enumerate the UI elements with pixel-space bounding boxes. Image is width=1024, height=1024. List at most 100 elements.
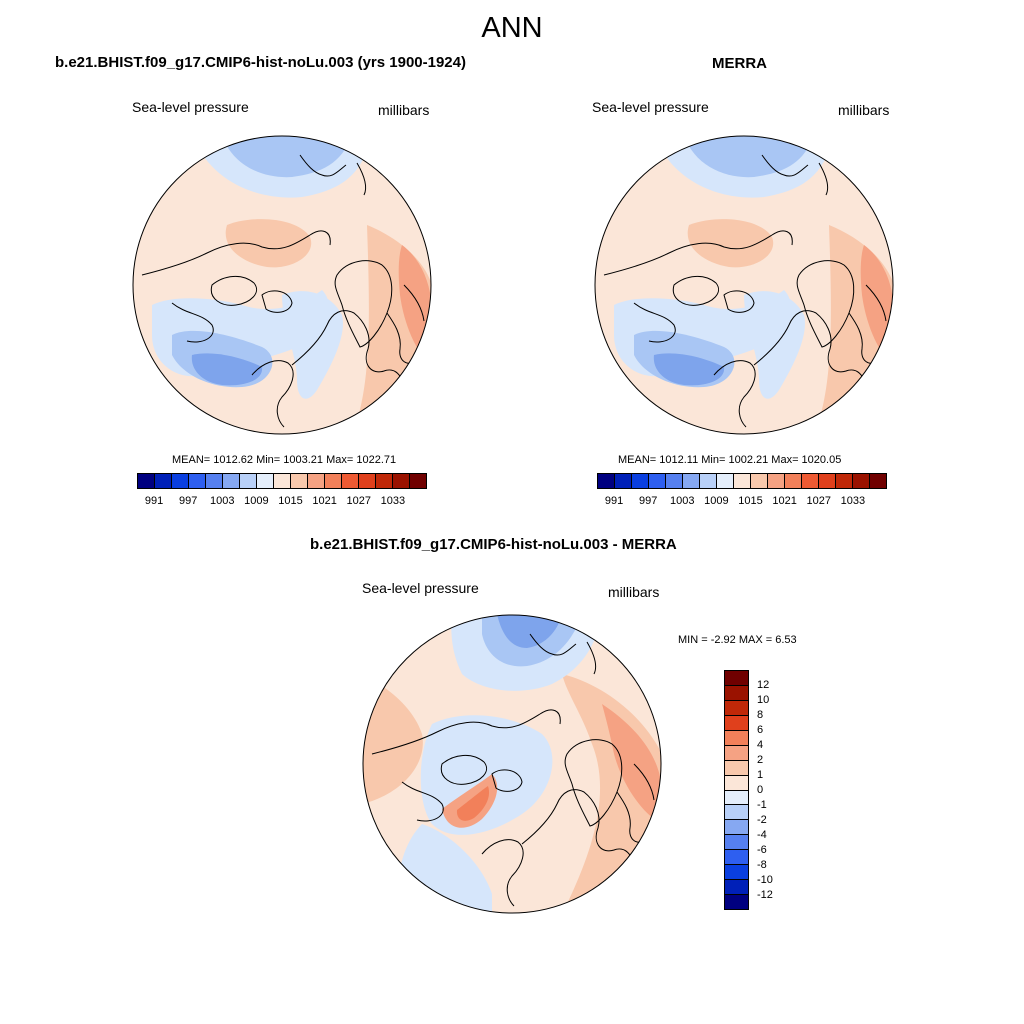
- colorbar-tick-label: -10: [757, 874, 773, 886]
- canadian-archipelago-coastline: [440, 755, 523, 792]
- panel2-units: millibars: [838, 102, 890, 118]
- panel3-colorbar: [724, 670, 749, 910]
- siberia-coastline: [753, 310, 865, 390]
- siberia-coastline: [521, 789, 633, 869]
- colorbar-swatch: [274, 474, 291, 488]
- colorbar-tick-label: -12: [757, 889, 773, 901]
- colorbar-swatch: [870, 474, 886, 488]
- colorbar-tick-label: 0: [757, 784, 764, 796]
- colorbar-tick-label: 6: [757, 724, 764, 736]
- colorbar-tick-label: -6: [757, 844, 767, 856]
- panel2-stats: MEAN= 1012.11 Min= 1002.21 Max= 1020.05: [618, 454, 842, 466]
- colorbar-swatch: [189, 474, 206, 488]
- colorbar-swatch: [325, 474, 342, 488]
- panel2-colorbar: [597, 473, 887, 489]
- low-pressure-icelandic-core: [191, 353, 263, 386]
- colorbar-swatch: [802, 474, 819, 488]
- panel3-difference-map: [362, 614, 662, 914]
- colorbar-tick-label: 997: [178, 495, 198, 507]
- colorbar-swatch: [751, 474, 768, 488]
- colorbar-swatch: [649, 474, 666, 488]
- map-fill-group: [595, 136, 893, 434]
- colorbar-swatch: [725, 850, 748, 866]
- arctic-low-tongue: [282, 291, 343, 399]
- colorbar-swatch: [725, 835, 748, 851]
- colorbar-tick-label: 1009: [244, 495, 269, 507]
- colorbar-swatch: [853, 474, 870, 488]
- arctic-low-tongue: [744, 291, 805, 399]
- colorbar-swatch: [725, 760, 748, 776]
- colorbar-tick-label: 1027: [806, 495, 831, 507]
- positive-difference-greenland-core: [456, 786, 490, 821]
- colorbar-swatch: [717, 474, 734, 488]
- colorbar-swatch: [342, 474, 359, 488]
- hudson-bay-coastline: [171, 302, 214, 343]
- colorbar-tick-label: 991: [604, 495, 624, 507]
- colorbar-swatch: [155, 474, 172, 488]
- alaska-coastline: [481, 839, 524, 907]
- map-boundary: [362, 614, 662, 914]
- high-pressure-siberia: [687, 219, 774, 268]
- colorbar-tick-label: 8: [757, 709, 764, 721]
- colorbar-swatch: [257, 474, 274, 488]
- colorbar-tick-label: 12: [757, 679, 770, 691]
- negative-difference-pacific-deep: [497, 615, 562, 648]
- colorbar-tick-label: 991: [144, 495, 164, 507]
- colorbar-swatch: [734, 474, 751, 488]
- colorbar-swatch: [725, 700, 748, 716]
- north-america-coastline: [371, 709, 561, 755]
- main-title: ANN: [481, 12, 543, 44]
- colorbar-tick-label: 1015: [738, 495, 763, 507]
- colorbar-tick-label: 1: [757, 769, 764, 781]
- colorbar-swatch: [393, 474, 410, 488]
- colorbar-tick-label: 10: [757, 694, 770, 706]
- panel2-title: MERRA: [712, 55, 767, 72]
- east-asia-coastline: [761, 154, 829, 196]
- canadian-archipelago-coastline: [672, 276, 755, 313]
- panel2-variable: Sea-level pressure: [592, 99, 709, 115]
- colorbar-swatch: [376, 474, 393, 488]
- colorbar-swatch: [240, 474, 257, 488]
- colorbar-swatch: [308, 474, 325, 488]
- greenland-coastline: [564, 739, 623, 827]
- colorbar-swatch: [725, 820, 748, 836]
- colorbar-swatch: [725, 775, 748, 791]
- panel1-variable: Sea-level pressure: [132, 99, 249, 115]
- colorbar-swatch: [725, 865, 748, 881]
- colorbar-tick-label: 997: [638, 495, 658, 507]
- colorbar-swatch: [768, 474, 785, 488]
- greenland-coastline: [796, 260, 855, 348]
- colorbar-tick-label: 1027: [346, 495, 371, 507]
- alaska-coastline: [251, 360, 294, 428]
- panel2-polar-map: [594, 135, 894, 435]
- map-boundary: [132, 135, 432, 435]
- alaska-coastline: [713, 360, 756, 428]
- panel1-colorbar: [137, 473, 427, 489]
- colorbar-tick-label: -2: [757, 814, 767, 826]
- colorbar-swatch: [725, 685, 748, 701]
- low-pressure-icelandic-core: [653, 353, 725, 386]
- colorbar-tick-label: -4: [757, 829, 767, 841]
- colorbar-swatch: [725, 805, 748, 821]
- panel1-stats: MEAN= 1012.62 Min= 1003.21 Max= 1022.71: [172, 454, 397, 466]
- colorbar-tick-label: 1015: [278, 495, 303, 507]
- colorbar-tick-label: 1003: [210, 495, 235, 507]
- colorbar-swatch: [725, 671, 748, 686]
- map-boundary: [594, 135, 894, 435]
- colorbar-swatch: [725, 790, 748, 806]
- panel1-title: b.e21.BHIST.f09_g17.CMIP6-hist-noLu.003 …: [55, 54, 466, 71]
- colorbar-tick-label: 1009: [704, 495, 729, 507]
- map-fill-group: [363, 615, 661, 913]
- colorbar-swatch: [725, 745, 748, 761]
- panel3-stats: MIN = -2.92 MAX = 6.53: [678, 634, 797, 646]
- siberia-coastline: [291, 310, 403, 390]
- colorbar-tick-label: 2: [757, 754, 764, 766]
- colorbar-swatch: [632, 474, 649, 488]
- north-america-coastline: [141, 230, 331, 276]
- colorbar-swatch: [725, 730, 748, 746]
- colorbar-swatch: [666, 474, 683, 488]
- colorbar-tick-label: -1: [757, 799, 767, 811]
- colorbar-swatch: [785, 474, 802, 488]
- colorbar-swatch: [700, 474, 717, 488]
- colorbar-swatch: [836, 474, 853, 488]
